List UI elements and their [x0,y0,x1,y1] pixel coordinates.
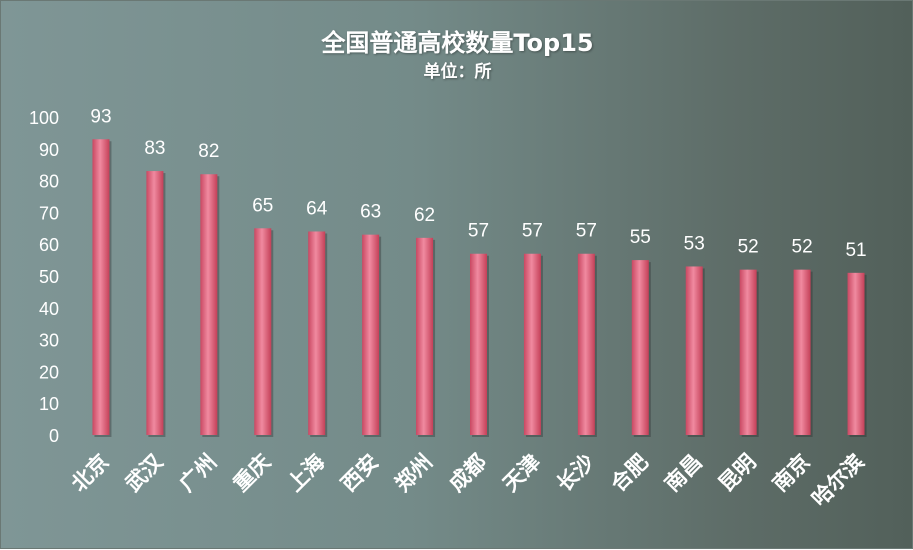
bar [739,269,757,435]
x-tick-label: 天津 [498,450,545,497]
x-tick-label: 郑州 [390,450,437,497]
chart-subtitle: 单位：所 [423,62,492,82]
data-label: 51 [845,240,866,261]
bar [416,237,434,435]
y-tick-label: 40 [39,299,59,319]
x-tick-label: 昆明 [714,450,761,497]
x-tick-label: 广州 [175,450,222,497]
data-label: 52 [792,237,813,258]
data-label: 62 [414,205,435,226]
bar [146,171,164,435]
y-tick-label: 50 [39,267,59,287]
y-tick-label: 60 [39,235,59,255]
y-tick-label: 90 [39,140,59,160]
data-label: 63 [360,202,381,223]
data-label: 64 [306,198,328,219]
bar [685,266,703,435]
y-tick-label: 100 [29,108,59,128]
x-tick-label: 武汉 [121,449,168,496]
data-label: 93 [90,106,111,127]
bar [793,269,811,435]
y-tick-label: 0 [49,426,59,446]
x-tick-label: 合肥 [606,450,653,497]
y-tick-label: 10 [39,394,59,414]
bar [362,234,380,435]
x-tick-label: 南京 [768,450,815,497]
y-tick-label: 20 [39,362,59,382]
bar [847,272,865,435]
x-tick-label: 西安 [336,450,383,497]
data-label: 55 [630,227,651,248]
bar [470,253,487,435]
bar [254,228,272,435]
bar [92,139,110,435]
bar [523,253,541,435]
x-tick-label: 南昌 [660,450,707,497]
x-tick-label: 上海 [283,450,330,497]
data-label: 65 [252,195,273,216]
bars-group [92,139,867,438]
x-tick-label: 长沙 [552,450,599,497]
data-label: 57 [522,221,543,242]
data-label: 57 [468,221,489,242]
chart-title: 全国普通高校数量Top15 [321,29,594,57]
x-tick-label: 成都 [444,450,491,497]
bar [200,174,218,436]
data-label: 57 [576,221,597,242]
data-label: 52 [738,237,759,258]
x-tick-label: 哈尔滨 [807,450,869,512]
bar [577,253,595,435]
bar [308,231,326,435]
data-label: 82 [198,141,219,162]
x-tick-label: 北京 [67,450,114,497]
y-tick-label: 80 [39,172,59,192]
x-tick-label: 重庆 [229,450,276,497]
data-label: 83 [144,138,165,159]
bar [631,260,649,435]
data-labels-group: 93 83 82 65 64 63 62 57 57 57 55 53 52 52 51 [90,106,866,261]
data-label: 53 [684,233,705,254]
y-axis: 0 10 20 30 40 50 60 70 80 90 100 [29,108,59,446]
y-tick-label: 70 [39,203,59,223]
y-tick-label: 30 [39,331,59,351]
